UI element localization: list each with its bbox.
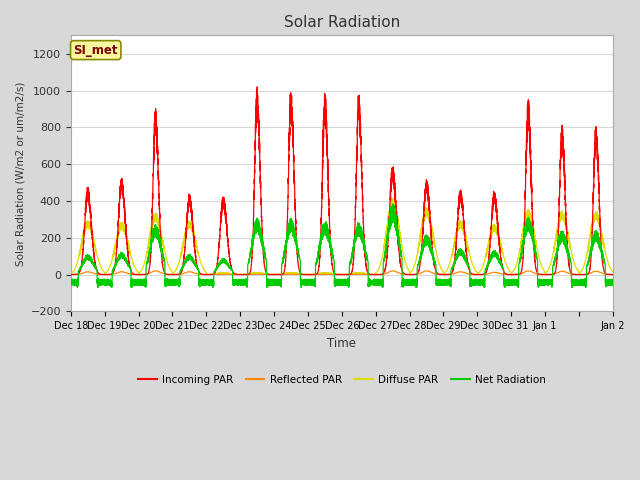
Legend: Incoming PAR, Reflected PAR, Diffuse PAR, Net Radiation: Incoming PAR, Reflected PAR, Diffuse PAR… [134,371,550,389]
X-axis label: Time: Time [327,336,356,349]
Text: SI_met: SI_met [74,44,118,57]
Y-axis label: Solar Radiation (W/m2 or um/m2/s): Solar Radiation (W/m2 or um/m2/s) [15,81,25,265]
Title: Solar Radiation: Solar Radiation [284,15,400,30]
